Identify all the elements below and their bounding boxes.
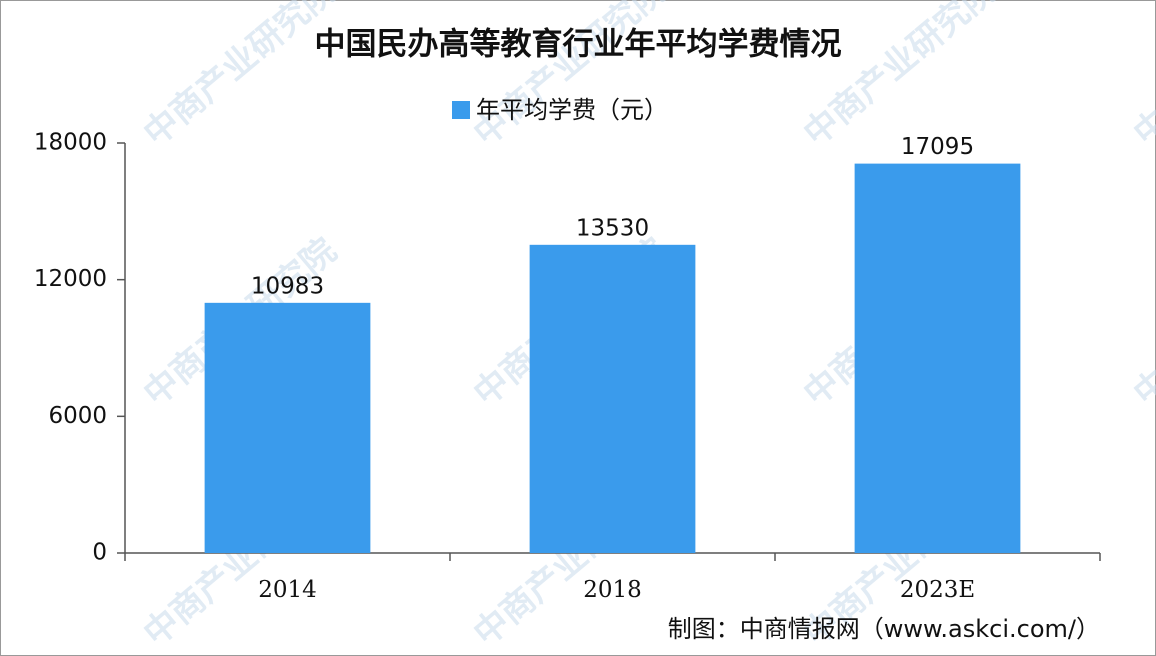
- source-note: 制图：中商情报网（www.askci.com/）: [668, 615, 1100, 643]
- bar: [529, 244, 696, 554]
- value-label: 13530: [576, 215, 649, 241]
- value-label: 17095: [901, 134, 974, 160]
- bar: [854, 163, 1021, 553]
- x-tick-label: 2018: [583, 577, 642, 603]
- x-tick-label: 2014: [258, 577, 317, 603]
- value-label: 10983: [251, 273, 324, 299]
- y-tick-label: 6000: [48, 403, 107, 429]
- legend-swatch: [452, 101, 470, 119]
- y-tick-label: 18000: [34, 130, 107, 156]
- y-tick-label: 12000: [34, 266, 107, 292]
- legend-label: 年平均学费（元）: [476, 96, 668, 124]
- y-tick-label: 0: [92, 540, 107, 566]
- x-tick-label: 2023E: [900, 577, 975, 603]
- chart-title: 中国民办高等教育行业年平均学费情况: [315, 27, 842, 63]
- bar: [204, 302, 371, 553]
